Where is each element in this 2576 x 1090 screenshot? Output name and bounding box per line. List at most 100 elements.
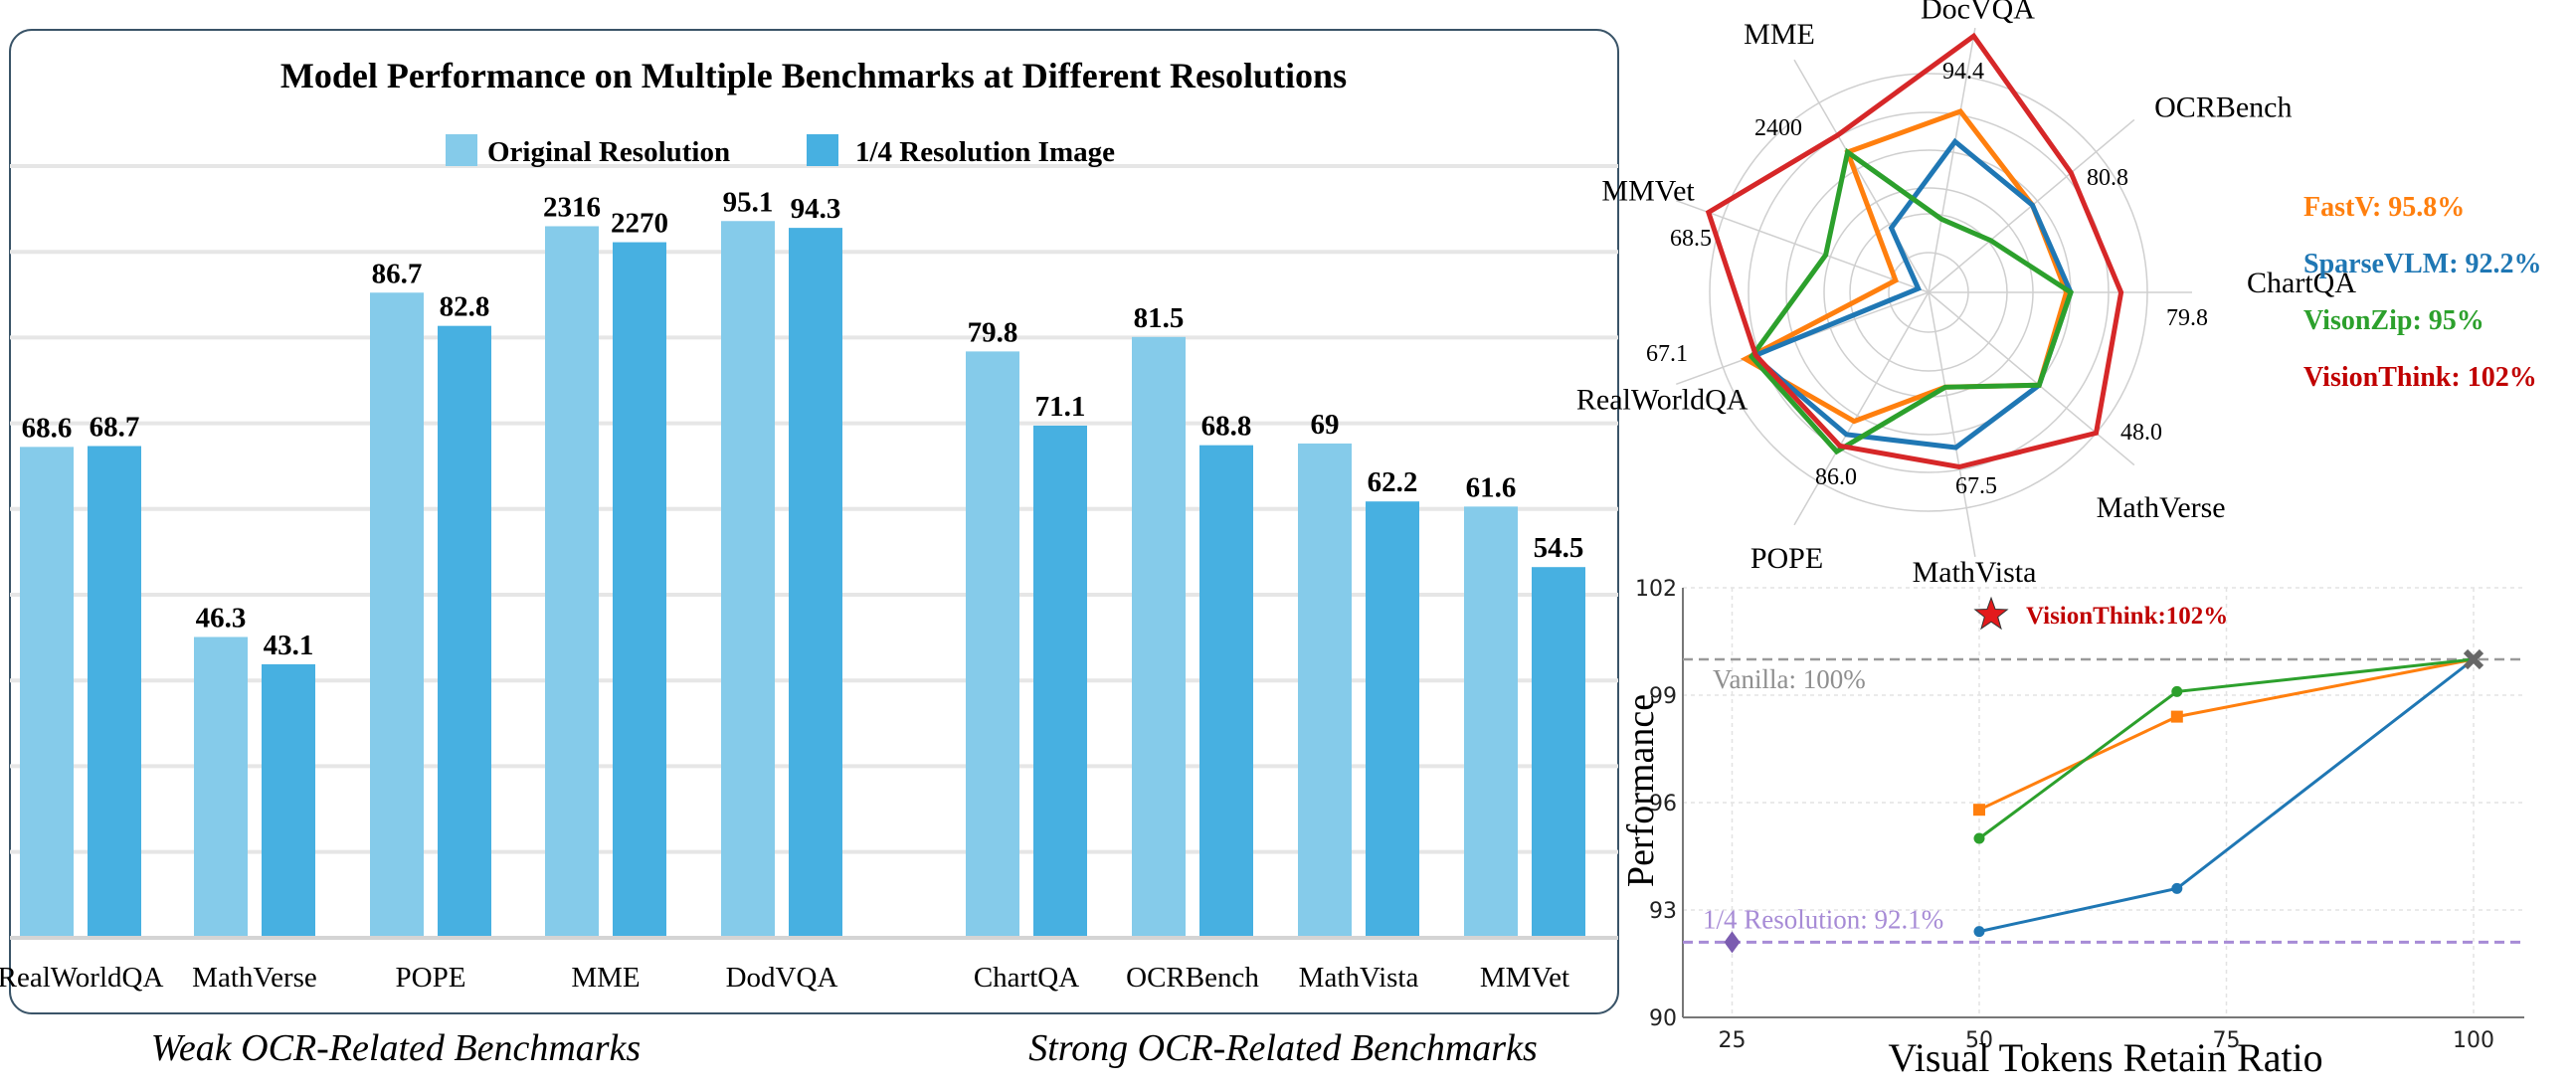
visionthink-star-icon	[1973, 596, 2009, 631]
bar	[20, 447, 74, 938]
line-chart: 25 50 75 100 90 93 96 99 102 Vanilla: 100% 1/4 Res…	[1620, 577, 2524, 1080]
group-label-strong: Strong OCR-Related Benchmarks	[1028, 1027, 1537, 1069]
legend-swatch-quarter	[807, 134, 838, 166]
category-label: ChartQA	[974, 962, 1079, 994]
bar	[789, 228, 842, 938]
legend-swatch-original	[446, 134, 477, 166]
radar-axis	[1676, 199, 1930, 293]
bar	[966, 351, 1019, 938]
bar	[613, 242, 666, 938]
bar	[721, 221, 775, 938]
radar-max-label: 68.5	[1670, 226, 1712, 252]
y-tick-label: 99	[1649, 684, 1677, 709]
bar	[1532, 567, 1585, 938]
data-point	[2171, 685, 2183, 697]
category-label: MathVista	[1299, 962, 1419, 994]
data-point	[2171, 882, 2183, 894]
radar-axis	[1793, 59, 1930, 293]
radar-legend-item: VisonZip: 95%	[2303, 305, 2484, 336]
bar-value-label: 82.8	[440, 291, 490, 323]
radar-max-label: 67.1	[1646, 341, 1688, 367]
radar-max-label: 2400	[1754, 115, 1802, 141]
radar-max-label: 48.0	[2120, 420, 2162, 446]
category-label: DodVQA	[726, 962, 838, 994]
bar-value-label: 2270	[611, 208, 668, 240]
y-tick-label: 102	[1635, 577, 1677, 602]
radar-axis-label: MME	[1744, 18, 1815, 51]
bar-value-label: 43.1	[264, 630, 314, 661]
bar	[1366, 501, 1419, 938]
bar	[1464, 506, 1518, 938]
y-tick-label: 96	[1649, 792, 1677, 817]
quarter-resolution-diamond-marker	[1724, 931, 1741, 954]
radar-max-label: 94.4	[1942, 59, 1984, 85]
category-label: MMVet	[1480, 962, 1569, 994]
radar-series-visionthink	[1705, 32, 2124, 470]
bar	[1033, 425, 1087, 938]
data-point	[1973, 832, 1985, 844]
radar-axis-label: OCRBench	[2154, 91, 2292, 124]
bar-value-label: 81.5	[1134, 302, 1185, 334]
data-point	[1973, 926, 1985, 938]
legend-label-original: Original Resolution	[487, 136, 730, 168]
category-label: MME	[571, 962, 640, 994]
bar	[1199, 445, 1253, 938]
radar-legend-item: VisionThink: 102%	[2303, 362, 2537, 393]
category-label: MathVerse	[192, 962, 317, 994]
radar-chart: ChartQA 79.8 OCRBench 80.8 DocVQA 94.4 MME 2400…	[1576, 0, 2356, 589]
data-point	[2170, 710, 2183, 723]
radar-axis	[1793, 291, 1930, 526]
x-tick-label: 100	[2453, 1028, 2494, 1053]
radar-legend-item: SparseVLM: 92.2%	[2303, 249, 2542, 279]
bar-value-label: 71.1	[1035, 391, 1086, 423]
radar-axis-label: MathVerse	[2097, 491, 2226, 524]
bar-value-label: 62.2	[1368, 466, 1418, 498]
group-label-weak: Weak OCR-Related Benchmarks	[151, 1027, 641, 1069]
bar	[262, 663, 315, 938]
bar-value-label: 94.3	[791, 193, 841, 225]
y-tick-label: 93	[1649, 899, 1677, 924]
radar-max-label: 67.5	[1955, 473, 1997, 499]
bar	[194, 636, 248, 938]
visionthink-annotation: VisionThink:102%	[2026, 603, 2228, 630]
radar-series-sparsevlm	[1748, 137, 2074, 451]
radar-legend-item: FastV: 95.8%	[2303, 192, 2465, 223]
bar	[88, 446, 141, 938]
bar-legend: Original Resolution 1/4 Resolution Image	[446, 134, 1115, 168]
vanilla-x-marker	[2463, 648, 2484, 670]
bar-value-label: 68.7	[90, 412, 140, 444]
bars: 68.6 68.7 RealWorldQA 46.3 43.1 MathVerse 86.7…	[0, 186, 1585, 994]
x-axis-label: Visual Tokens Retain Ratio	[1888, 1035, 2322, 1080]
radar-legend: FastV: 95.8% SparseVLM: 92.2% VisonZip: 95…	[2303, 192, 2542, 393]
y-axis-label: Performance	[1620, 694, 1662, 887]
bar-value-label: 2316	[543, 191, 601, 223]
radar-series-visonzip	[1748, 147, 2074, 455]
radar-max-label: 86.0	[1815, 464, 1857, 490]
bar-value-label: 95.1	[723, 186, 774, 218]
y-tick-label: 90	[1649, 1006, 1677, 1031]
bar-value-label: 79.8	[968, 316, 1018, 348]
legend-label-quarter: 1/4 Resolution Image	[855, 136, 1115, 168]
radar-axis-label: RealWorldQA	[1576, 383, 1748, 416]
vanilla-label: Vanilla: 100%	[1713, 664, 1866, 694]
bar-value-label: 54.5	[1534, 532, 1584, 564]
bar-value-label: 86.7	[372, 258, 423, 289]
bar	[438, 325, 491, 938]
bar	[370, 292, 424, 939]
bar-value-label: 68.8	[1201, 411, 1252, 443]
x-tick-label: 25	[1719, 1028, 1747, 1053]
data-point	[1973, 804, 1985, 817]
bar	[1298, 443, 1352, 938]
x-tick-label: 75	[2213, 1028, 2241, 1053]
bar	[1132, 336, 1186, 938]
radar-max-label: 80.8	[2087, 165, 2128, 191]
radar-axis-label: DocVQA	[1921, 0, 2035, 25]
bar-value-label: 68.6	[22, 412, 73, 444]
category-label: RealWorldQA	[0, 962, 163, 994]
quarter-resolution-label: 1/4 Resolution: 92.1%	[1703, 904, 1943, 934]
bar-chart-panel: Model Performance on Multiple Benchmarks…	[0, 29, 1619, 1014]
bar-value-label: 69	[1311, 409, 1340, 441]
category-label: POPE	[396, 962, 466, 994]
radar-axis-label: POPE	[1750, 542, 1823, 575]
